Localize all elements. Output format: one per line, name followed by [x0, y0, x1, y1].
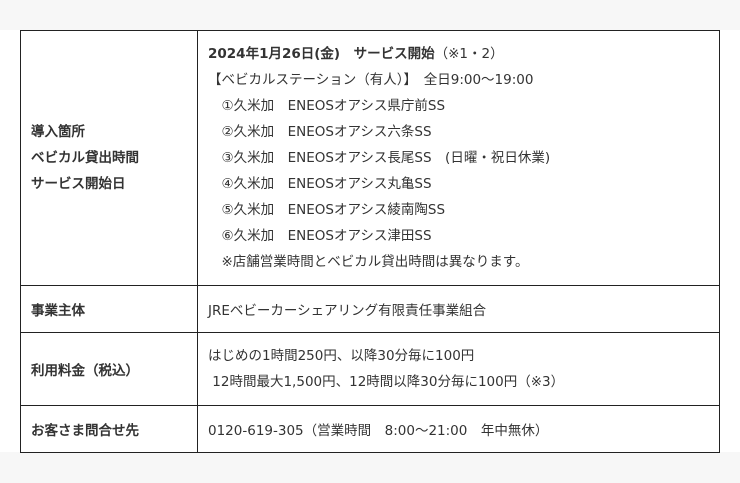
- table-row-fee: 利用料金（税込） はじめの1時間250円、以降30分毎に100円 12時間最大1…: [20, 332, 720, 406]
- header-text: サービス開始日: [31, 176, 126, 192]
- row-header: 利用料金（税込）: [20, 332, 198, 406]
- table-row-location: 導入箇所 ベビカル貸出時間 サービス開始日 2024年1月26日(金) サービス…: [20, 30, 720, 286]
- header-text: 導入箇所: [31, 124, 85, 140]
- station-item: ③久米加 ENEOSオアシス長尾SS (日曜・祝日休業): [208, 150, 551, 166]
- station-item: ⑥久米加 ENEOSオアシス津田SS: [208, 228, 432, 244]
- station-item: ②久米加 ENEOSオアシス六条SS: [208, 124, 432, 140]
- note: ※店舗営業時間とベビカル貸出時間は異なります。: [208, 254, 529, 270]
- row-header: お客さま問合せ先: [20, 405, 198, 453]
- row-value: 0120-619-305（営業時間 8:00～21:00 年中無休）: [197, 405, 720, 453]
- row-value: JREベビーカーシェアリング有限責任事業組合: [197, 285, 720, 333]
- station-item: ①久米加 ENEOSオアシス県庁前SS: [208, 98, 446, 114]
- row-header: 導入箇所 ベビカル貸出時間 サービス開始日: [20, 30, 198, 286]
- service-start-line: 2024年1月26日(金) サービス開始（※1・2）: [208, 46, 504, 62]
- station-item: ④久米加 ENEOSオアシス丸亀SS: [208, 176, 432, 192]
- table-row-contact: お客さま問合せ先 0120-619-305（営業時間 8:00～21:00 年中…: [20, 405, 720, 453]
- row-header: 事業主体: [20, 285, 198, 333]
- table-row-operator: 事業主体 JREベビーカーシェアリング有限責任事業組合: [20, 285, 720, 333]
- row-value: 2024年1月26日(金) サービス開始（※1・2） 【ベビカルステーション（有…: [197, 30, 720, 286]
- header-text: ベビカル貸出時間: [31, 150, 139, 166]
- service-info-table: 導入箇所 ベビカル貸出時間 サービス開始日 2024年1月26日(金) サービス…: [20, 30, 720, 453]
- station-hours: 【ベビカルステーション（有人）】 全日9:00～19:00: [208, 72, 534, 88]
- fee-line: はじめの1時間250円、以降30分毎に100円: [208, 348, 475, 364]
- station-item: ⑤久米加 ENEOSオアシス綾南陶SS: [208, 202, 446, 218]
- row-value: はじめの1時間250円、以降30分毎に100円 12時間最大1,500円、12時…: [197, 332, 720, 406]
- fee-line: 12時間最大1,500円、12時間以降30分毎に100円（※3）: [208, 374, 565, 390]
